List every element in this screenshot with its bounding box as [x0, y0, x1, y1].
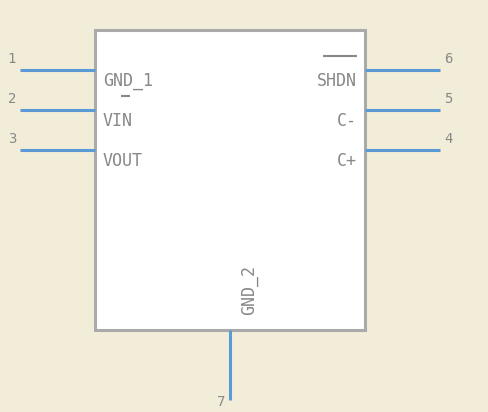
Text: 4: 4 — [444, 132, 452, 146]
Text: C-: C- — [337, 112, 357, 130]
Text: C+: C+ — [337, 152, 357, 170]
Text: 1: 1 — [8, 52, 16, 66]
Text: VOUT: VOUT — [103, 152, 143, 170]
Text: GND_1: GND_1 — [103, 72, 153, 90]
Text: 3: 3 — [8, 132, 16, 146]
Text: 7: 7 — [217, 395, 225, 409]
Text: GND_2: GND_2 — [240, 265, 258, 315]
Bar — [95, 30, 365, 330]
Text: 5: 5 — [444, 92, 452, 106]
Text: 6: 6 — [444, 52, 452, 66]
Text: VIN: VIN — [103, 112, 133, 130]
Text: SHDN: SHDN — [317, 72, 357, 90]
Text: 2: 2 — [8, 92, 16, 106]
